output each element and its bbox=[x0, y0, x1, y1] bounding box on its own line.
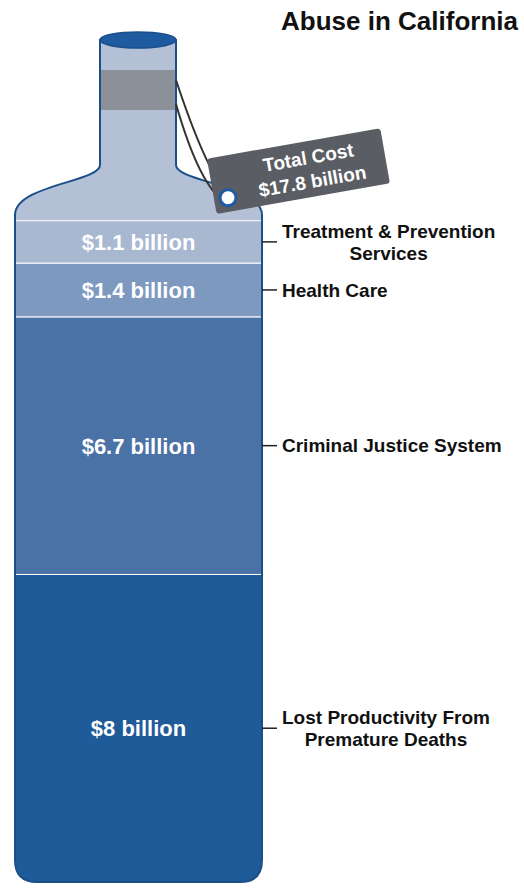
segments-outer bbox=[15, 221, 262, 882]
data-label: $1.4 billion bbox=[82, 278, 196, 303]
segment bbox=[15, 221, 262, 263]
title: Abuse in California bbox=[281, 6, 518, 36]
category-label-line: Lost Productivity From bbox=[282, 707, 490, 728]
segments bbox=[15, 221, 262, 882]
segment bbox=[15, 317, 262, 575]
data-label: $8 billion bbox=[91, 716, 186, 741]
neck-band-group bbox=[100, 70, 176, 110]
category-label-line: Criminal Justice System bbox=[282, 435, 502, 456]
category-label-line: Health Care bbox=[282, 280, 388, 301]
segment bbox=[15, 263, 262, 317]
leader-line bbox=[262, 727, 277, 729]
total-tag: Total Cost$17.8 billion bbox=[207, 128, 390, 214]
category-label: Criminal Justice System bbox=[282, 435, 502, 456]
category-label: Treatment & PreventionServices bbox=[282, 221, 495, 264]
category-label: Health Care bbox=[282, 280, 388, 301]
leader-line bbox=[262, 289, 277, 291]
category-label-line: Premature Deaths bbox=[305, 729, 468, 750]
category-label: Lost Productivity FromPremature Deaths bbox=[282, 707, 490, 750]
leader-line bbox=[262, 445, 277, 447]
tag-body bbox=[207, 128, 390, 214]
category-label-line: Treatment & Prevention bbox=[282, 221, 495, 242]
segment bbox=[15, 574, 262, 882]
category-label-line: Services bbox=[350, 243, 428, 264]
tag-ring bbox=[219, 188, 238, 207]
tag-value: $17.8 billion bbox=[257, 161, 368, 201]
neck-band bbox=[100, 70, 176, 110]
leader-line bbox=[262, 241, 277, 243]
chart: $8 billion $6.7 billion $1.4 billion $1.1 b… bbox=[0, 0, 524, 890]
data-label: $1.1 billion bbox=[82, 230, 196, 255]
bottle-cap bbox=[100, 32, 176, 48]
data-label: $6.7 billion bbox=[82, 434, 196, 459]
